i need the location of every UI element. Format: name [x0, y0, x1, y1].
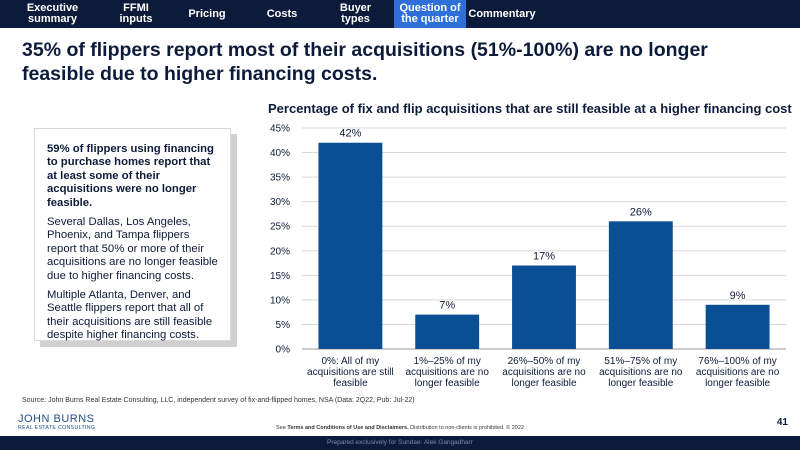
bar — [705, 304, 770, 349]
x-category-label: 0%: All of my acquisitions are still feasi… — [307, 356, 394, 389]
x-category-label-line: 76%–100% of my — [698, 356, 776, 367]
x-category-label-line: acquisitions are no — [406, 367, 490, 378]
terms-link[interactable]: Terms and Conditions of Use and Disclaim… — [287, 425, 409, 431]
tab-label: Buyer types — [339, 2, 372, 25]
x-category-label: 1%–25% of my acquisitions are no longer fe… — [406, 356, 490, 389]
tab-buyer-types[interactable]: Buyer types — [317, 0, 394, 28]
tab-ffmi-inputs[interactable]: FFMI inputs — [105, 0, 167, 28]
bar — [608, 221, 673, 349]
terms-prefix: See — [276, 425, 288, 431]
prepared-for-note: Prepared exclusively for Sundae: Alek Ga… — [327, 439, 473, 446]
y-tick-label: 5% — [276, 320, 291, 331]
x-category-label-line: feasible — [333, 378, 368, 389]
x-category-label-line: 0%: All of my — [321, 356, 379, 367]
y-tick-label: 0% — [276, 345, 291, 356]
source-note: Source: John Burns Real Estate Consultin… — [22, 397, 415, 404]
x-category-label-line: longer feasible — [511, 378, 576, 389]
tab-label: Commentary — [468, 7, 536, 20]
bar — [318, 142, 383, 349]
x-category-label: 26%–50% of my acquisitions are no longer f… — [502, 356, 586, 389]
tab-label: Question of the quarter — [399, 2, 461, 25]
y-tick-label: 10% — [270, 295, 290, 306]
tab-label: Pricing — [188, 7, 226, 20]
bar-chart: 0% 5% 10% 15% 20% 25% 30% 35% 40% 45% 42% 0%: All o… — [270, 124, 786, 389]
callout-paragraph-3: Multiple Atlanta, Denver, and Seattle fl… — [47, 289, 213, 342]
top-nav: Executive summary FFMI inputs Pricing Co… — [0, 0, 800, 28]
logo-text: JOHN BURNS — [18, 413, 95, 425]
y-tick-label: 25% — [270, 222, 290, 233]
tab-label: Costs — [266, 7, 298, 20]
y-tick-label: 15% — [270, 271, 290, 282]
bar — [512, 265, 576, 349]
tab-costs[interactable]: Costs — [247, 0, 317, 28]
tab-label: FFMI inputs — [119, 2, 153, 25]
data-label: 42% — [339, 128, 361, 140]
y-tick-label: 30% — [270, 197, 290, 208]
tab-question-of-the-quarter[interactable]: Question of the quarter — [394, 0, 466, 28]
logo-subtext: REAL ESTATE CONSULTING — [18, 425, 96, 431]
callout-lead: 59% of flippers using financing to purch… — [47, 143, 214, 209]
data-label: 9% — [730, 290, 746, 302]
x-category-label-line: acquisitions are no — [502, 367, 586, 378]
x-category-label-line: acquisitions are no — [599, 367, 683, 378]
terms-notice: See Terms and Conditions of Use and Disc… — [0, 425, 800, 431]
tab-executive-summary[interactable]: Executive summary — [0, 0, 105, 28]
x-category-label-line: 26%–50% of my — [508, 356, 581, 367]
x-category-label-line: acquisitions are no — [696, 367, 780, 378]
footer-bar — [0, 436, 800, 450]
callout-paragraph-2: Several Dallas, Los Angeles, Phoenix, an… — [47, 216, 218, 282]
x-category-label-line: 1%–25% of my — [414, 356, 481, 367]
tab-pricing[interactable]: Pricing — [167, 0, 247, 28]
y-tick-label: 35% — [270, 173, 290, 184]
tab-label: Executive summary — [26, 2, 79, 25]
tab-commentary[interactable]: Commentary — [466, 0, 538, 28]
data-label: 17% — [533, 251, 555, 263]
x-category-label: 51%–75% of my acquisitions are no longer f… — [599, 356, 683, 389]
x-category-label-line: acquisitions are still — [307, 367, 394, 378]
y-tick-label: 40% — [270, 148, 290, 159]
x-category-label-line: longer feasible — [705, 378, 770, 389]
x-category-label-line: longer feasible — [608, 378, 673, 389]
data-label: 26% — [630, 206, 652, 218]
page-number: 41 — [776, 417, 788, 428]
chart-title: Percentage of fix and flip acquisitions … — [268, 101, 792, 116]
page-title: 35% of flippers report most of their acq… — [22, 39, 708, 85]
x-category-label: 76%–100% of my acquisitions are no longer … — [696, 356, 780, 389]
y-tick-label: 20% — [270, 246, 290, 257]
bar — [415, 314, 480, 349]
y-tick-label: 45% — [270, 124, 290, 135]
terms-suffix: Distribution to non-clients is prohibite… — [408, 425, 524, 431]
x-category-label-line: longer feasible — [415, 378, 480, 389]
callout-box: 59% of flippers using financing to purch… — [34, 128, 231, 341]
company-logo: JOHN BURNS REAL ESTATE CONSULTING — [18, 413, 95, 431]
x-category-label-line: 51%–75% of my — [604, 356, 677, 367]
data-label: 7% — [439, 300, 455, 312]
